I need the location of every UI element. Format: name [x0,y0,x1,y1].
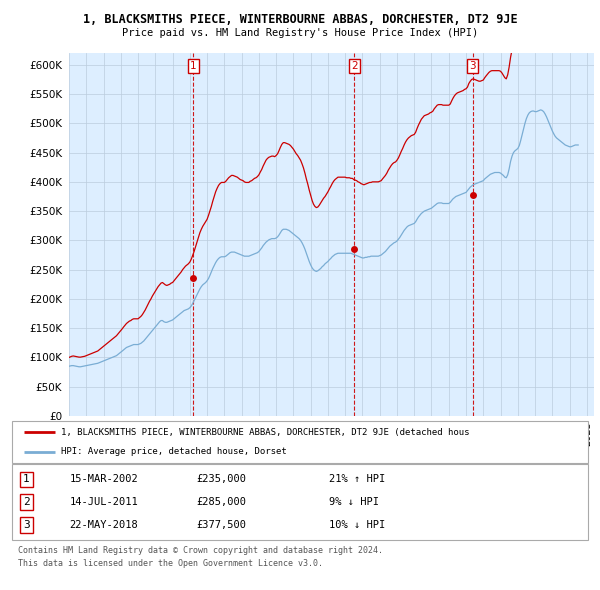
Text: 1, BLACKSMITHS PIECE, WINTERBOURNE ABBAS, DORCHESTER, DT2 9JE: 1, BLACKSMITHS PIECE, WINTERBOURNE ABBAS… [83,13,517,26]
Text: Price paid vs. HM Land Registry's House Price Index (HPI): Price paid vs. HM Land Registry's House … [122,28,478,38]
Text: 9% ↓ HPI: 9% ↓ HPI [329,497,379,507]
Text: £377,500: £377,500 [196,520,247,530]
FancyBboxPatch shape [12,464,588,540]
Text: 1: 1 [23,474,30,484]
Text: £285,000: £285,000 [196,497,247,507]
Text: 1: 1 [190,61,197,71]
Text: 10% ↓ HPI: 10% ↓ HPI [329,520,385,530]
Text: 1, BLACKSMITHS PIECE, WINTERBOURNE ABBAS, DORCHESTER, DT2 9JE (detached hous: 1, BLACKSMITHS PIECE, WINTERBOURNE ABBAS… [61,428,469,437]
Text: 15-MAR-2002: 15-MAR-2002 [70,474,139,484]
Text: 2: 2 [23,497,30,507]
Text: This data is licensed under the Open Government Licence v3.0.: This data is licensed under the Open Gov… [18,559,323,568]
Text: £235,000: £235,000 [196,474,247,484]
Text: 14-JUL-2011: 14-JUL-2011 [70,497,139,507]
Text: Contains HM Land Registry data © Crown copyright and database right 2024.: Contains HM Land Registry data © Crown c… [18,546,383,555]
FancyBboxPatch shape [12,421,588,463]
Text: 21% ↑ HPI: 21% ↑ HPI [329,474,385,484]
Text: HPI: Average price, detached house, Dorset: HPI: Average price, detached house, Dors… [61,447,287,456]
Text: 3: 3 [469,61,476,71]
Text: 3: 3 [23,520,30,530]
Text: 2: 2 [351,61,358,71]
Text: 22-MAY-2018: 22-MAY-2018 [70,520,139,530]
